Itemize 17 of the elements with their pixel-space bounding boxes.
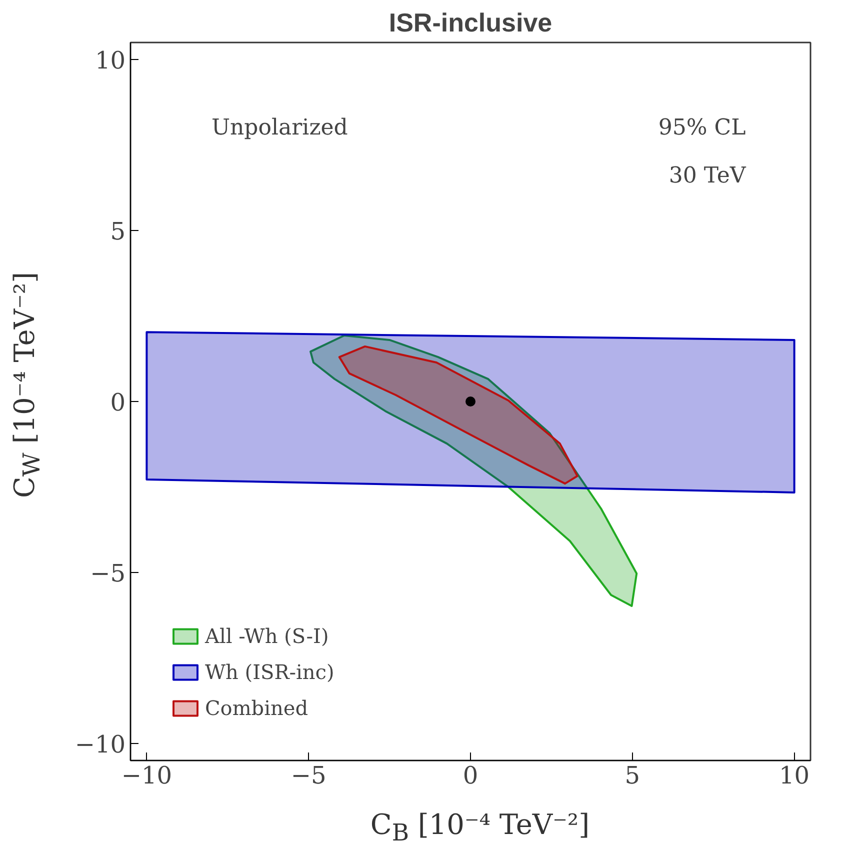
legend-label: All -Wh (S-I) xyxy=(205,624,329,648)
legend-label: Combined xyxy=(205,696,308,720)
chart-title: ISR-inclusive xyxy=(388,8,552,38)
x-tick-label: 0 xyxy=(462,762,478,790)
y-tick-label: −10 xyxy=(74,730,126,758)
x-tick-label: 5 xyxy=(624,762,640,790)
x-tick-label: 10 xyxy=(779,762,810,790)
y-tick-label: 0 xyxy=(110,388,126,416)
annotation: 30 TeV xyxy=(668,163,747,188)
legend-label: Wh (ISR-inc) xyxy=(205,660,334,684)
annotation: 95% CL xyxy=(658,115,746,140)
y-tick-label: −5 xyxy=(90,559,126,588)
x-axis-title: C$_{B}$ [10⁻⁴ TeV⁻²] xyxy=(370,807,590,849)
y-tick-label: 5 xyxy=(110,218,126,246)
annotation: Unpolarized xyxy=(211,115,348,140)
x-tick-label: −5 xyxy=(290,762,326,790)
y-tick-label: 10 xyxy=(94,46,126,75)
